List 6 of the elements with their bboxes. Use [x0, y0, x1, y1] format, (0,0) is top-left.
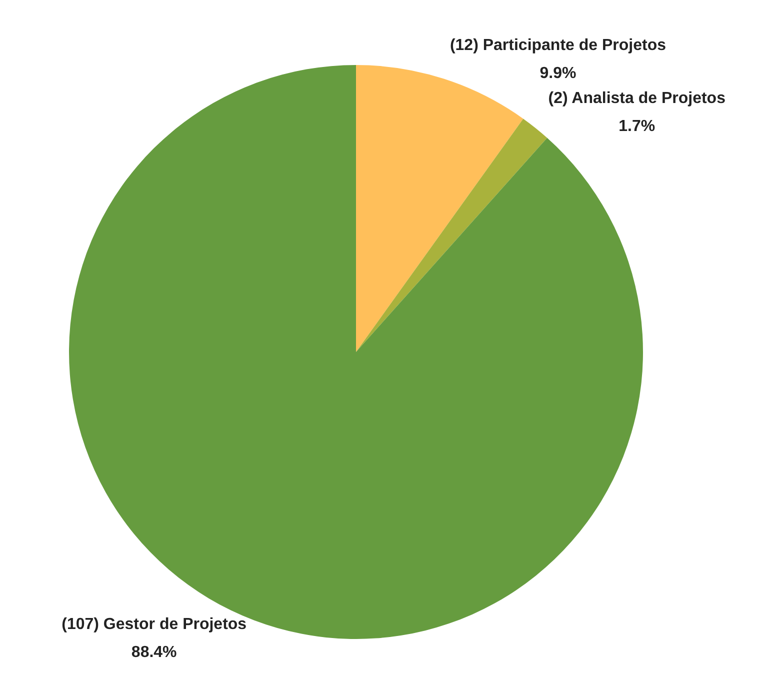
data-label: 1.7% [618, 118, 656, 135]
slice-label: (12) Participante de Projetos [450, 37, 666, 54]
data-label: 88.4% [131, 644, 177, 662]
slice-label: (2) Analista de Projetos [548, 90, 726, 107]
slice-label: (107) Gestor de Projetos [62, 616, 247, 634]
data-label: 9.9% [540, 65, 576, 82]
